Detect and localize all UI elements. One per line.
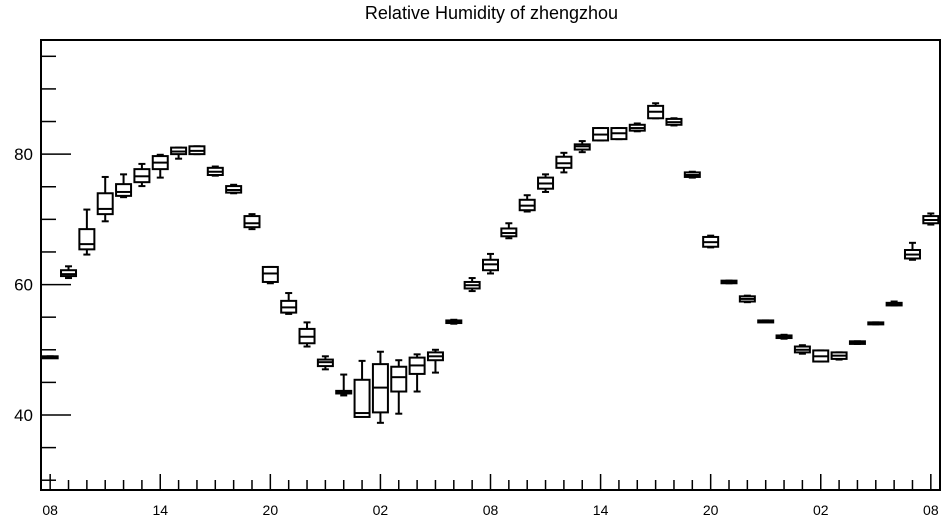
- x-tick-label: 20: [263, 502, 279, 518]
- box-plot: [647, 102, 665, 120]
- box-iqr: [96, 192, 114, 216]
- box-plot: [115, 173, 133, 199]
- box-plot: [316, 355, 334, 371]
- box-plot: [261, 265, 279, 285]
- y-tick-label: 80: [14, 145, 33, 164]
- box-plot: [903, 241, 921, 261]
- box-plot: [408, 353, 426, 393]
- box-plot: [738, 294, 756, 304]
- box-plot: [848, 340, 866, 345]
- box-iqr: [353, 378, 371, 418]
- x-tick-label: 14: [152, 502, 168, 518]
- box-plot: [41, 355, 59, 360]
- box-plot: [426, 348, 444, 374]
- box-plot: [573, 140, 591, 154]
- box-plot: [463, 277, 481, 293]
- y-tick-label: 40: [14, 406, 33, 425]
- box-plot: [78, 208, 96, 256]
- box-plot: [206, 165, 224, 177]
- box-plot: [683, 170, 701, 179]
- box-plot: [628, 122, 646, 133]
- x-tick-label: 20: [703, 502, 719, 518]
- box-plot: [555, 151, 573, 174]
- box-plot: [720, 279, 738, 285]
- y-tick-label: 60: [14, 276, 33, 295]
- box-plot: [390, 359, 408, 415]
- box-plot: [610, 127, 628, 141]
- box-plot: [500, 222, 518, 240]
- box-plot: [592, 127, 610, 142]
- x-tick-label: 08: [42, 502, 58, 518]
- box-plot: [170, 146, 188, 160]
- x-tick-label: 02: [373, 502, 389, 518]
- box-plot: [885, 300, 903, 307]
- chart-title: Relative Humidity of zhengzhou: [364, 3, 619, 23]
- box-plot: [60, 265, 78, 280]
- box-plot: [702, 234, 720, 249]
- box-plot: [335, 373, 353, 397]
- box-plot: [830, 351, 848, 361]
- box-plot: [151, 153, 169, 179]
- box-plot: [445, 318, 463, 325]
- box-plot: [298, 321, 316, 348]
- box-plot: [922, 212, 940, 226]
- x-tick-label: 02: [813, 502, 829, 518]
- box-iqr: [78, 228, 96, 251]
- box-plot: [353, 359, 371, 418]
- box-plot: [371, 350, 389, 424]
- box-plot: [96, 175, 114, 223]
- box-plot: [665, 117, 683, 127]
- box-iqr: [115, 183, 133, 197]
- x-tick-label: 08: [923, 502, 939, 518]
- box-plot: [812, 349, 830, 363]
- box-plot: [518, 194, 536, 213]
- box-plot: [188, 145, 206, 156]
- box-plot: [243, 213, 261, 231]
- box-plot: [280, 292, 298, 315]
- box-plot: [133, 162, 151, 188]
- box-plot: [757, 319, 775, 324]
- box-plot: [793, 344, 811, 355]
- x-tick-label: 08: [483, 502, 499, 518]
- box-iqr: [243, 215, 261, 229]
- x-tick-label: 14: [593, 502, 609, 518]
- box-plot: [225, 183, 243, 195]
- box-plot: [482, 252, 499, 275]
- box-plot: [537, 173, 555, 193]
- box-plot: [867, 321, 885, 326]
- box-iqr: [390, 365, 408, 393]
- box-plot: [775, 333, 793, 340]
